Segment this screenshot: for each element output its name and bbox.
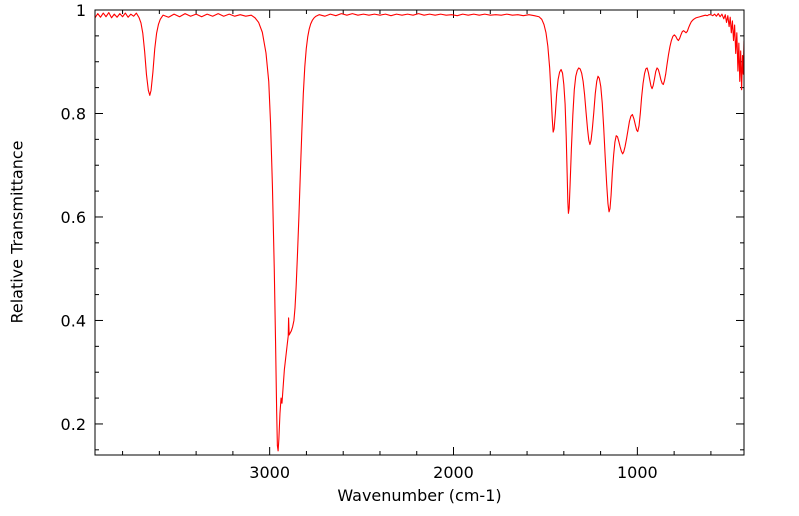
axis-tick-labels: 3000 2000 1000 0.2 0.4 0.6 0.8 1 [61, 1, 658, 482]
x-tick-label: 3000 [249, 463, 290, 482]
plot-border [94, 9, 745, 456]
y-axis-label: Relative Transmittance [7, 140, 27, 324]
y-tick-label: 0.6 [61, 208, 86, 227]
x-tick-label: 2000 [433, 463, 474, 482]
y-tick-label: 0.4 [61, 311, 86, 330]
y-tick-label: 0.2 [61, 415, 86, 434]
x-axis-label: Wavenumber (cm-1) [337, 486, 502, 505]
axis-ticks [95, 9, 744, 455]
y-tick-label: 1 [76, 1, 86, 20]
spectrum-series [95, 12, 744, 452]
y-tick-label: 0.8 [61, 104, 86, 123]
spectrum-line [95, 12, 744, 452]
x-tick-label: 1000 [617, 463, 658, 482]
plot-frame [94, 9, 745, 456]
